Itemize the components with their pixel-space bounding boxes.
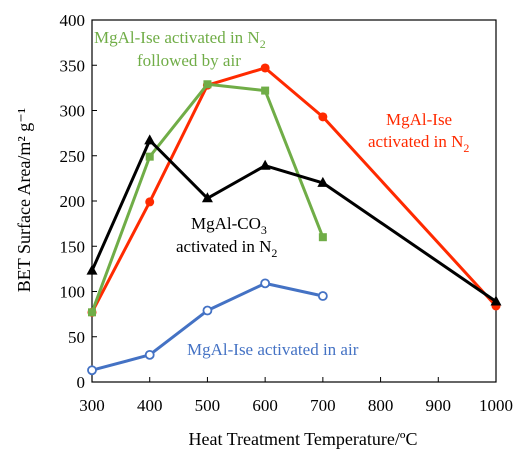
annotation-line: MgAl-CO3 [191,214,267,237]
series-2 [86,134,502,306]
data-point [318,233,327,242]
y-tick-label: 350 [60,56,86,75]
data-point [260,278,271,289]
series-0 [87,63,501,317]
y-tick-label: 0 [77,373,86,392]
annotation-line: MgAl-Ise activated in N2 [94,28,266,51]
x-tick-label: 400 [137,396,163,415]
x-tick-label: 700 [310,396,336,415]
y-tick-label: 100 [60,283,86,302]
data-point [87,365,97,376]
y-tick-label: 150 [60,237,86,256]
data-point [317,291,328,301]
y-tick-label: 200 [60,192,86,211]
x-axis-label: Heat Treatment Temperature/ºC [189,429,418,449]
y-tick-label: 250 [60,147,86,166]
data-point [317,176,329,187]
annotation-line: activated in N2 [176,237,277,260]
annotation-line: MgAl-Ise activated in air [187,340,359,359]
series-line [90,138,497,303]
annotation-ise-n2: MgAl-Ise activated in N2 [368,110,469,155]
annotation-line: activated in N2 [368,132,469,155]
annotation-ise-n2-air: MgAl-Ise activated in N2 followed by air [94,28,266,70]
data-point [318,112,328,122]
x-tick-label: 1000 [479,396,513,415]
data-point [202,305,213,316]
annotation-co3-n2: MgAl-CO3 activated in N2 [176,214,277,260]
series-line [90,66,498,314]
series-group [86,63,502,376]
data-point [145,152,154,161]
data-point [201,192,213,203]
data-point [203,80,212,89]
annotation-line: MgAl-Ise [386,110,452,129]
y-axis-ticks: 0 50 100 150 200 250 300 350 400 [60,11,97,392]
data-point [86,264,98,275]
y-tick-label: 50 [68,328,85,347]
x-tick-label: 800 [368,396,394,415]
data-point [88,308,96,317]
data-point [259,159,271,170]
x-tick-label: 300 [79,396,105,415]
y-axis-label: BET Surface Area/m² g⁻¹ [14,108,34,292]
series-3 [87,278,328,376]
data-point [490,295,502,306]
x-tick-label: 900 [426,396,452,415]
annotation-ise-air: MgAl-Ise activated in air [187,340,359,359]
data-point [145,197,155,207]
x-tick-label: 600 [252,396,278,415]
annotation-line: followed by air [137,51,241,70]
series-1 [88,80,327,317]
data-point [144,349,155,360]
data-point [144,134,156,145]
data-point [260,63,270,73]
y-tick-label: 300 [60,102,86,121]
x-tick-label: 500 [195,396,221,415]
data-point [261,86,270,95]
y-tick-label: 400 [60,11,86,30]
x-axis-ticks: 300 400 500 600 700 800 900 1000 [79,377,513,415]
